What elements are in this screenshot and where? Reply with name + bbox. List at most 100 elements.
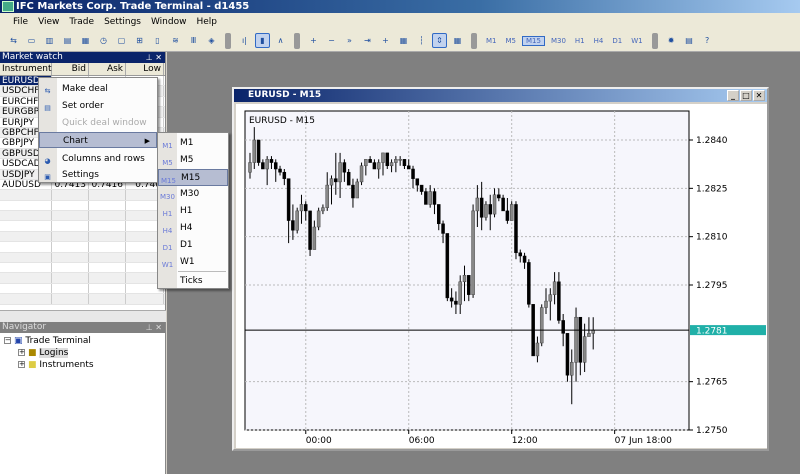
table-row[interactable] <box>0 294 165 305</box>
navigator-icon[interactable]: ▤ <box>63 36 72 45</box>
submenu-item-m30[interactable]: M30 M30 <box>158 186 228 203</box>
timeframe-h1-button[interactable]: H1 <box>574 36 585 45</box>
col-ask[interactable]: Ask <box>89 63 126 75</box>
table-row[interactable] <box>0 211 165 222</box>
timeframe-m15-button[interactable]: M15 <box>522 35 545 46</box>
cell-instrument <box>0 242 52 252</box>
market-watch-scrollbar[interactable] <box>0 310 166 322</box>
table-row[interactable] <box>0 252 165 264</box>
menu-item-chart[interactable]: Chart ▶ <box>39 132 157 148</box>
menu-item-set-order[interactable]: ▤ Set order <box>39 98 157 114</box>
timeframe-w1-button[interactable]: W1 <box>631 36 643 45</box>
submenu-item-h1[interactable]: H1 H1 <box>158 203 228 220</box>
profiles-icon[interactable]: ≋ <box>172 36 179 45</box>
chart-window[interactable]: EURUSD - M15 _ □ ✕ 1.2840 1.2825 1.2810 1.2… <box>232 87 769 451</box>
toolbar-grip[interactable] <box>225 32 231 49</box>
table-row[interactable] <box>0 231 165 243</box>
indicators-icon[interactable]: Ⅲ <box>190 36 197 45</box>
template-icon[interactable]: ▯ <box>155 36 160 45</box>
candle <box>355 178 359 199</box>
y-tick-label: 1.2750 <box>696 426 728 436</box>
candle-chart-icon[interactable]: ▮ <box>255 33 270 48</box>
terminal-icon[interactable]: ▦ <box>81 36 90 45</box>
menu-trade[interactable]: Trade <box>69 16 95 27</box>
toolbar-grip[interactable] <box>294 32 300 49</box>
col-bid[interactable]: Bid <box>52 63 89 75</box>
settings-icon[interactable]: ✹ <box>667 36 675 45</box>
maximize-button[interactable]: □ <box>740 90 752 101</box>
new-chart-icon[interactable]: ▢ <box>117 36 126 45</box>
minimize-button[interactable]: _ <box>727 90 739 101</box>
auto-scroll-icon[interactable]: » <box>347 36 352 45</box>
menu-window[interactable]: Window <box>150 16 187 27</box>
table-row[interactable] <box>0 273 165 284</box>
market-watch-icon[interactable]: ▥ <box>45 36 54 45</box>
col-low[interactable]: Low <box>126 63 164 75</box>
expand-icon[interactable]: + <box>18 360 25 368</box>
x-tick-label: 06:00 <box>409 436 435 446</box>
table-row[interactable] <box>0 221 165 232</box>
candle-body-bull <box>552 281 557 295</box>
scale-fix-icon[interactable]: ⇕ <box>432 33 447 48</box>
grid-icon[interactable]: ▦ <box>453 36 462 45</box>
candle-body-bull <box>535 342 540 357</box>
submenu-item-w1[interactable]: W1 W1 <box>158 254 228 271</box>
table-row[interactable] <box>0 263 165 274</box>
tree-root[interactable]: − ▣ Trade Terminal <box>0 335 165 347</box>
grid-icon[interactable]: ▦ <box>399 36 408 45</box>
toolbar-grip[interactable] <box>651 32 658 49</box>
submenu-item-m1[interactable]: M1 M1 <box>158 135 228 152</box>
col-instrument[interactable]: Instrument <box>2 63 52 75</box>
menu-item-label: Columns and rows <box>62 154 145 164</box>
candle <box>372 159 377 170</box>
submenu-item-ticks[interactable]: Ticks <box>158 273 228 290</box>
set-order-icon[interactable]: ▭ <box>27 36 36 45</box>
zoom-out-icon[interactable]: − <box>328 36 335 45</box>
timeframe-h4-button[interactable]: H4 <box>593 36 604 45</box>
table-row[interactable] <box>0 190 165 201</box>
timeframe-m5-button[interactable]: M5 <box>505 36 517 45</box>
line-chart-icon[interactable]: ∧ <box>277 36 284 45</box>
submenu-item-d1[interactable]: D1 D1 <box>158 237 228 254</box>
toolbar-grip[interactable] <box>471 32 477 49</box>
table-row[interactable] <box>0 283 165 295</box>
make-deal-icon[interactable]: ⇆ <box>10 36 17 45</box>
menu-item-columns-and-rows[interactable]: ◕ Columns and rows <box>39 151 157 167</box>
table-row[interactable] <box>0 200 165 212</box>
history-icon[interactable]: ◷ <box>100 36 107 45</box>
menu-settings[interactable]: Settings <box>104 16 141 27</box>
expand-icon[interactable]: + <box>18 348 25 356</box>
pin-close-icon[interactable]: ⊥ ✕ <box>145 323 162 332</box>
submenu-item-h4[interactable]: H4 H4 <box>158 220 228 237</box>
tree-item-instruments[interactable]: + ■ Instruments <box>0 359 165 371</box>
candle <box>518 249 523 263</box>
timeframe-m30-button[interactable]: M30 <box>550 36 566 45</box>
tree-item-logins[interactable]: + ■ Logins <box>0 347 165 359</box>
submenu-item-m15[interactable]: M15 M15 <box>158 169 228 186</box>
zoom-in-icon[interactable]: + <box>310 36 317 45</box>
menu-item-make-deal[interactable]: ⇆ Make deal <box>39 81 157 97</box>
candle <box>514 201 518 260</box>
menu-help[interactable]: Help <box>196 16 218 27</box>
menu-file[interactable]: File <box>13 16 29 27</box>
table-row[interactable] <box>0 242 165 253</box>
candlestick-chart[interactable]: 1.2840 1.2825 1.2810 1.2795 1.2765 1.2750 00:0… <box>236 104 767 448</box>
menu-view[interactable]: View <box>38 16 60 27</box>
timeframe-d1-button[interactable]: D1 <box>612 36 623 45</box>
menu-item-settings[interactable]: ▣ Settings <box>39 167 157 183</box>
chart-shift-icon[interactable]: ⇥ <box>364 36 371 45</box>
pin-close-icon[interactable]: ⊥ ✕ <box>145 53 162 62</box>
help-icon[interactable]: ? <box>704 36 710 45</box>
objects-icon[interactable]: ◈ <box>208 36 215 45</box>
crosshair-icon[interactable]: + <box>382 36 389 45</box>
close-button[interactable]: ✕ <box>753 90 765 101</box>
add-chart-icon[interactable]: ⊞ <box>136 36 143 45</box>
collapse-icon[interactable]: − <box>4 336 11 344</box>
timeframe-m1-button[interactable]: M1 <box>486 36 497 45</box>
period-sep-icon[interactable]: ┆ <box>419 36 424 45</box>
calculator-icon[interactable]: ▤ <box>685 36 693 45</box>
chart-window-title-bar[interactable]: EURUSD - M15 _ □ ✕ <box>234 89 767 102</box>
candle <box>475 185 480 227</box>
bar-chart-icon[interactable]: ı| <box>242 36 247 45</box>
submenu-item-m5[interactable]: M5 M5 <box>158 152 228 169</box>
